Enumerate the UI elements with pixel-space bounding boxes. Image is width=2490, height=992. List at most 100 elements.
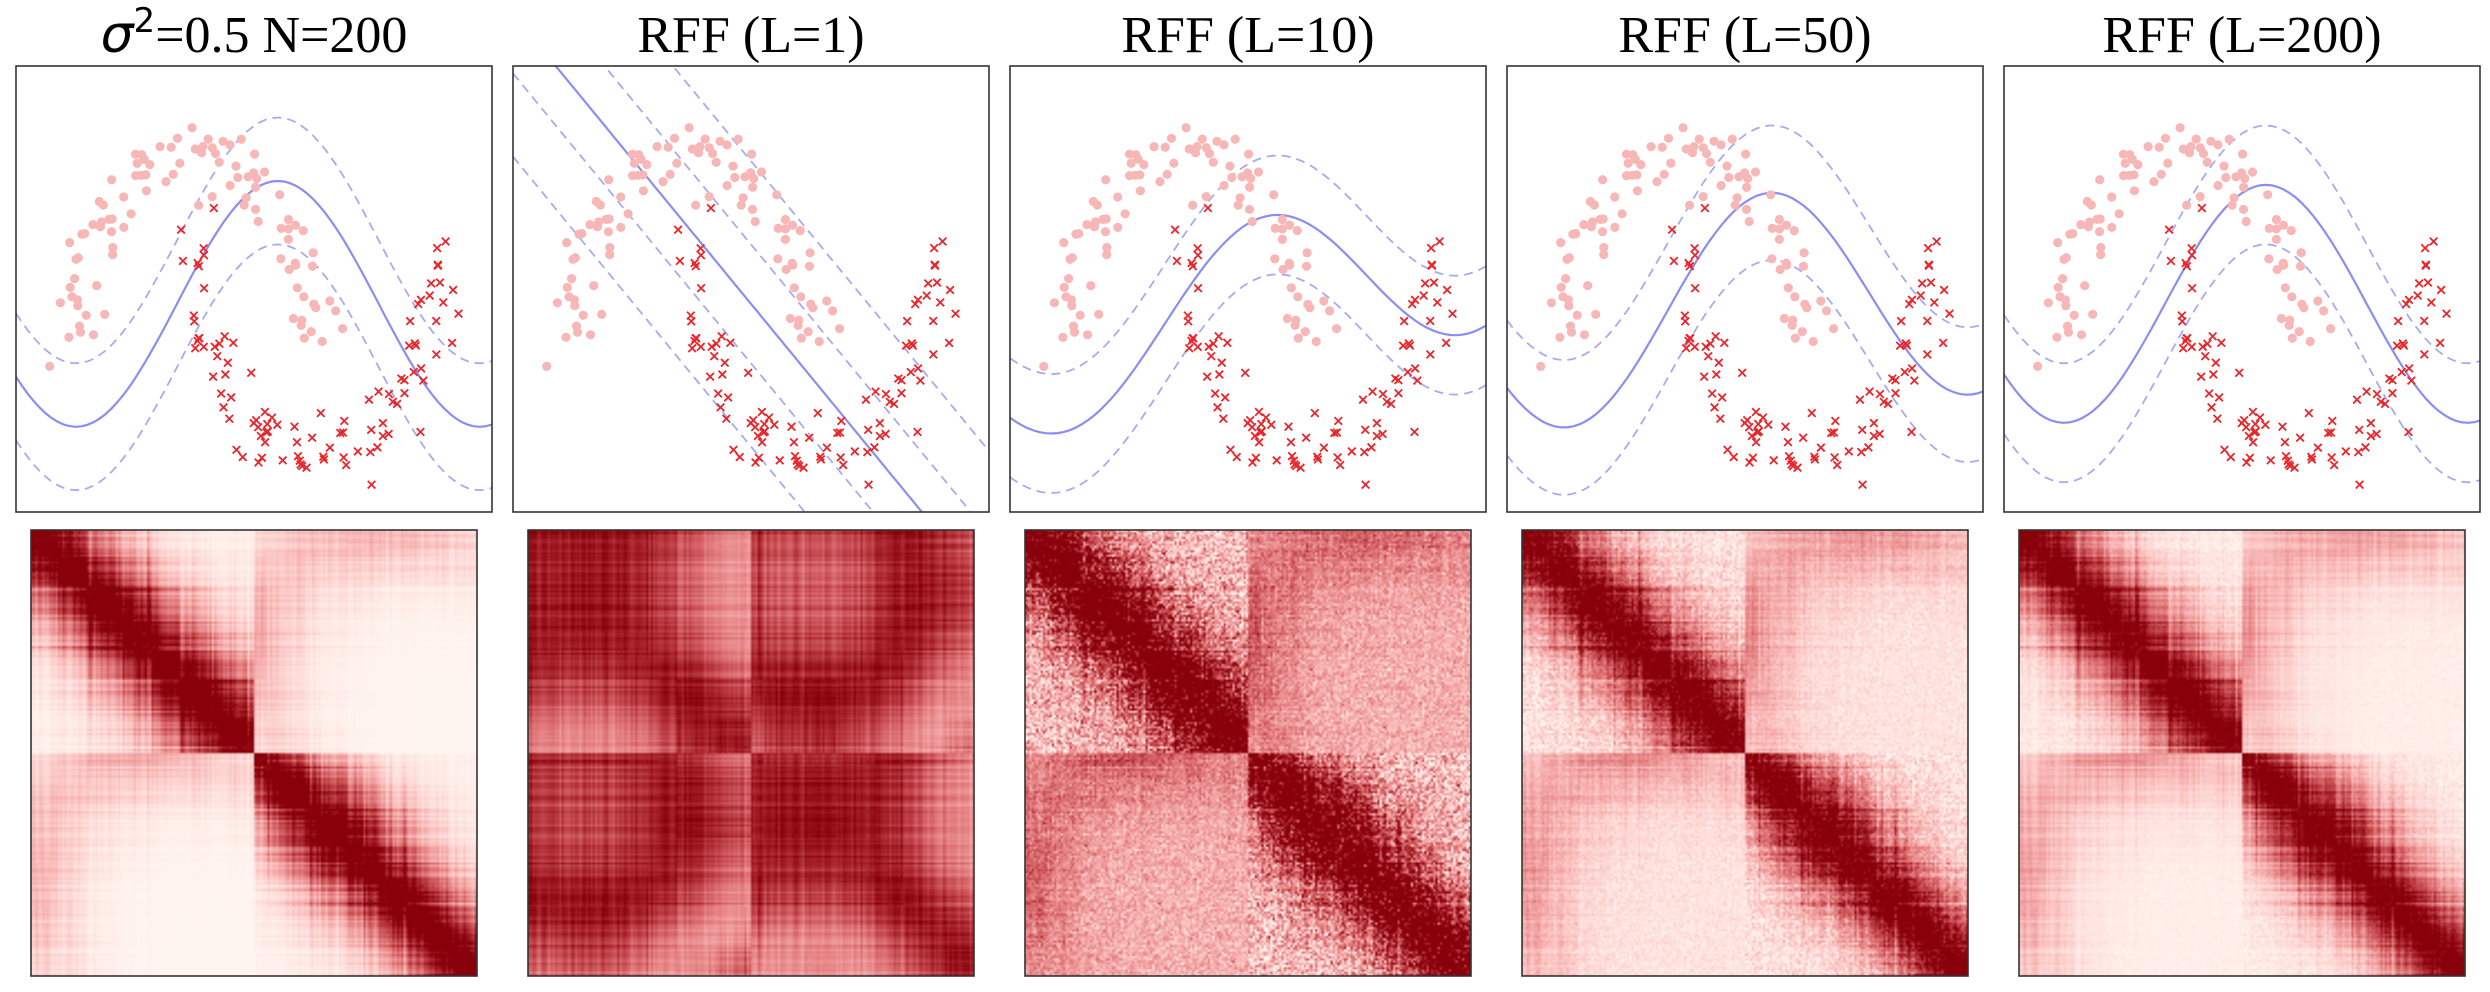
- scatter-point-class-b: [1251, 453, 1261, 463]
- scatter-point-class-b: [1781, 422, 1790, 432]
- scatter-point-class-b: [272, 420, 282, 430]
- scatter-point-class-a: [1192, 142, 1202, 152]
- scatter-point-class-b: [913, 427, 922, 437]
- scatter-point-class-b: [1700, 203, 1710, 213]
- scatter-point-class-b: [1366, 442, 1376, 452]
- scatter-point-class-b: [1809, 452, 1819, 462]
- scatter-point-class-a: [2195, 192, 2205, 202]
- scatter-point-class-b: [1826, 428, 1836, 438]
- scatter-point-class-a: [1058, 332, 1068, 342]
- scatter-point-class-a: [106, 227, 117, 237]
- scatter-point-class-b: [1745, 458, 1754, 467]
- scatter-point-class-b: [717, 370, 727, 379]
- scatter-point-class-b: [813, 408, 823, 418]
- scatter-point-class-b: [1333, 416, 1343, 426]
- scatter-point-class-a: [574, 229, 584, 239]
- scatter-point-class-a: [1270, 223, 1280, 233]
- scatter-point-class-b: [2244, 431, 2254, 441]
- scatter-point-class-a: [2043, 298, 2053, 308]
- scatter-point-class-b: [1926, 278, 1936, 287]
- scatter-point-class-b: [1753, 419, 1763, 429]
- scatter-point-class-b: [1193, 283, 1203, 293]
- scatter-point-class-b: [1286, 437, 1296, 447]
- scatter-point-class-b: [1807, 408, 1817, 418]
- scatter-point-class-b: [1378, 389, 1388, 399]
- scatter-point-class-a: [108, 250, 118, 260]
- margin-contour-upper: [16, 116, 492, 365]
- scatter-point-class-b: [1667, 225, 1677, 235]
- scatter-point-class-a: [198, 142, 208, 152]
- scatter-point-class-b: [696, 250, 706, 260]
- scatter-point-class-b: [716, 402, 725, 412]
- scatter-point-class-b: [2354, 425, 2364, 435]
- scatter-point-class-b: [278, 455, 288, 465]
- decision-plot-rff-l50: [1507, 123, 1983, 496]
- scatter-point-class-b: [2404, 427, 2413, 437]
- scatter-point-class-a: [1293, 292, 1303, 302]
- scatter-point-class-a: [2238, 204, 2249, 214]
- scatter-point-class-b: [292, 437, 302, 447]
- scatter-point-class-a: [1160, 142, 1170, 152]
- scatter-point-class-b: [838, 460, 848, 470]
- scatter-point-class-a: [638, 186, 649, 196]
- scatter-point-class-b: [1313, 455, 1323, 464]
- scatter-point-class-a: [789, 283, 799, 293]
- scatter-point-class-b: [1410, 363, 1420, 373]
- scatter-point-class-b: [2423, 278, 2433, 287]
- scatter-point-class-b: [2341, 446, 2351, 456]
- scatter-point-class-a: [2287, 333, 2297, 343]
- kernel-matrix-rff-l50: [1521, 529, 1969, 977]
- scatter-point-class-a: [796, 333, 806, 343]
- scatter-point-class-b: [706, 203, 716, 213]
- scatter-point-class-a: [542, 361, 552, 371]
- scatter-point-class-a: [65, 282, 75, 292]
- scatter-point-class-b: [1214, 331, 1224, 341]
- scatter-point-class-a: [1774, 224, 1785, 234]
- scatter-point-class-b: [1210, 389, 1220, 399]
- scatter-point-class-a: [2053, 238, 2063, 248]
- scatter-point-class-a: [2279, 260, 2289, 270]
- scatter-point-class-a: [684, 123, 694, 133]
- scatter-point-class-a: [1166, 133, 1177, 143]
- scatter-point-class-a: [1332, 324, 1342, 334]
- scatter-point-class-a: [1797, 327, 1807, 337]
- scatter-point-class-b: [2419, 350, 2429, 359]
- scatter-point-class-b: [1690, 283, 1700, 293]
- scatter-point-class-b: [405, 316, 415, 326]
- scatter-point-class-b: [735, 452, 745, 462]
- scatter-point-class-a: [1716, 140, 1726, 150]
- scatter-point-class-b: [1426, 243, 1436, 253]
- scatter-point-class-b: [2355, 480, 2365, 490]
- scatter-point-class-a: [1779, 313, 1789, 324]
- scatter-point-class-a: [2219, 161, 2229, 171]
- scatter-point-class-b: [372, 442, 382, 452]
- scatter-point-class-a: [2238, 149, 2248, 159]
- scatter-point-class-a: [652, 142, 662, 152]
- margin-contour-lower: [1507, 259, 1983, 496]
- scatter-point-class-a: [787, 220, 798, 230]
- scatter-point-class-a: [1599, 242, 1609, 253]
- scatter-point-class-a: [1566, 327, 1577, 337]
- scatter-point-class-b: [863, 425, 873, 435]
- scatter-point-class-b: [1448, 309, 1457, 319]
- scatter-point-class-a: [687, 144, 697, 154]
- scatter-point-class-b: [1783, 437, 1793, 447]
- scatter-point-class-b: [881, 429, 891, 439]
- scatter-point-class-b: [1924, 260, 1934, 270]
- scatter-point-class-b: [2187, 342, 2197, 352]
- scatter-point-class-a: [161, 177, 171, 187]
- scatter-point-class-a: [1201, 192, 1211, 202]
- scatter-point-class-b: [2182, 333, 2192, 343]
- scatter-point-class-b: [1188, 333, 1198, 343]
- scatter-point-class-a: [756, 167, 767, 177]
- scatter-point-class-b: [2304, 408, 2314, 418]
- scatter-point-class-a: [2129, 186, 2139, 196]
- scatter-point-class-b: [764, 413, 774, 423]
- scatter-point-class-a: [2239, 182, 2249, 192]
- scatter-point-class-b: [208, 372, 218, 382]
- scatter-point-class-a: [1227, 172, 1237, 183]
- scatter-point-class-b: [721, 414, 731, 424]
- scatter-point-class-b: [199, 283, 209, 293]
- scatter-point-class-a: [119, 222, 129, 232]
- scatter-point-class-a: [172, 133, 183, 143]
